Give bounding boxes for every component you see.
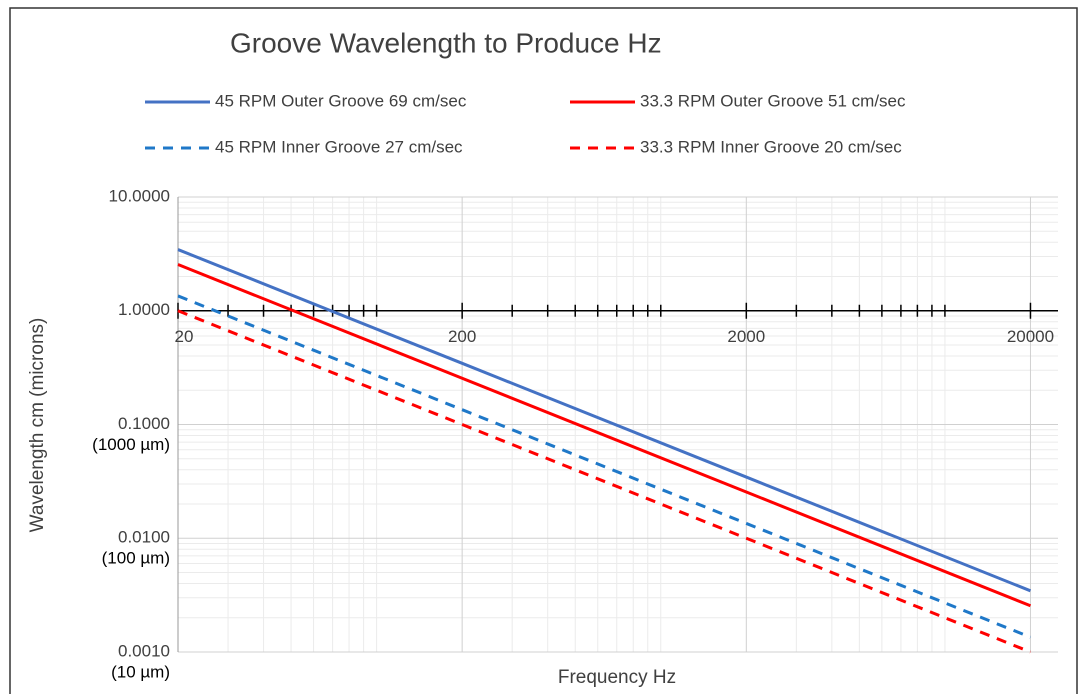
legend-label: 45 RPM Outer Groove 69 cm/sec [215, 91, 467, 110]
x-tick-label: 200 [448, 327, 476, 346]
x-axis-title: Frequency Hz [558, 667, 676, 688]
y-tick-label: 0.0100 [118, 528, 170, 547]
series-line [177, 309, 1032, 654]
y-tick-label: 0.0010 [118, 641, 170, 660]
x-tick-label: 20000 [1007, 327, 1054, 346]
series-line [177, 248, 1032, 593]
y-tick-label: 0.1000 [118, 414, 170, 433]
lines [177, 248, 1032, 654]
y-axis-title: Wavelength cm (microns) [27, 318, 48, 533]
y-tick-note: (100 µm) [102, 549, 170, 568]
y-tick-label: 10.0000 [109, 186, 170, 205]
axes: 10.0000 1.0000 0.1000 0.0100 0.0010 (1000 µm)… [92, 186, 1058, 681]
x-tick-label: 2000 [727, 327, 765, 346]
legend-label: 33.3 RPM Outer Groove 51 cm/sec [640, 91, 906, 110]
chart-title: Groove Wavelength to Produce Hz [230, 27, 662, 58]
chart-frame [9, 7, 1078, 694]
series-line [177, 294, 1032, 639]
legend-label: 45 RPM Inner Groove 27 cm/sec [215, 137, 463, 156]
y-tick-label: 1.0000 [118, 300, 170, 319]
y-tick-note: (10 µm) [111, 662, 170, 681]
x-tick-label: 20 [175, 327, 194, 346]
legend-label: 33.3 RPM Inner Groove 20 cm/sec [640, 137, 902, 156]
y-tick-note: (1000 µm) [92, 435, 170, 454]
series-line [177, 263, 1032, 608]
legend: 45 RPM Outer Groove 69 cm/sec 33.3 RPM Ou… [145, 91, 906, 156]
